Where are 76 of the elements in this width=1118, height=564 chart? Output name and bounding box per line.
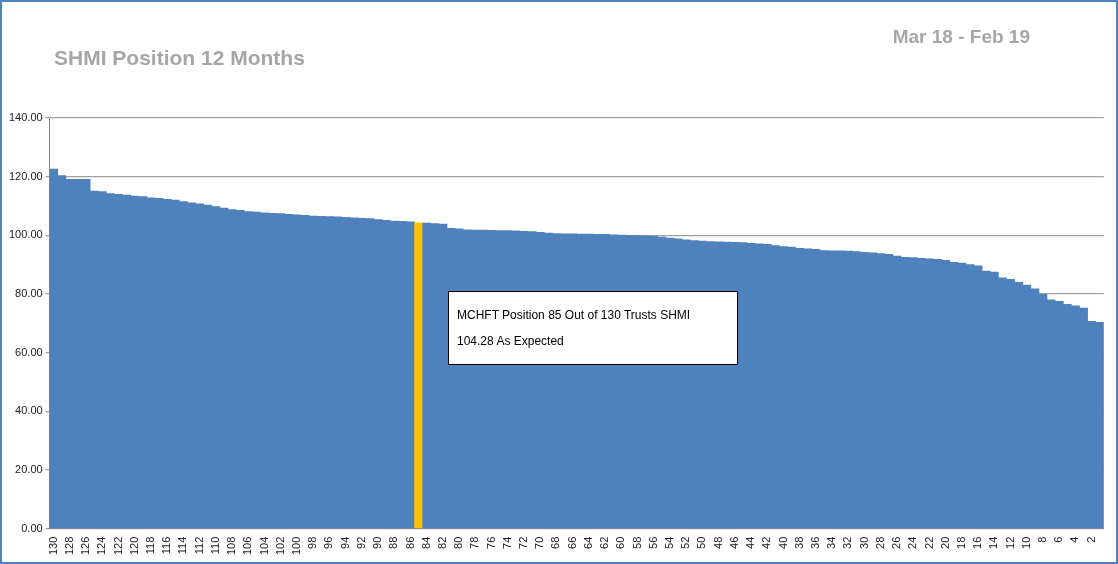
y-tick-label: 140.00: [8, 111, 43, 124]
x-tick-label: 16: [971, 536, 984, 549]
x-tick-label: 112: [192, 536, 205, 555]
x-tick-label: 120: [127, 536, 140, 556]
x-tick-label: 94: [338, 536, 351, 549]
x-tick-label: 102: [273, 536, 286, 556]
y-tick-label: 120.00: [8, 169, 43, 182]
x-tick-label: 38: [792, 536, 805, 549]
x-tick-label: 20: [938, 536, 951, 549]
x-tick-label: 40: [776, 536, 789, 549]
x-tick-label: 88: [387, 536, 400, 549]
x-tick-label: 98: [306, 536, 319, 549]
x-tick-label: 100: [290, 536, 302, 556]
x-tick-label: 6: [1052, 536, 1065, 543]
x-tick-label: 44: [744, 536, 757, 549]
x-tick-label: 56: [646, 536, 659, 549]
x-tick-label: 130: [46, 536, 59, 556]
x-tick-label: 8: [1036, 536, 1049, 543]
x-tick-label: 24: [906, 536, 919, 549]
x-tick-label: 76: [484, 536, 497, 549]
y-tick-label: 40.00: [15, 404, 43, 417]
x-tick-label: 50: [695, 536, 708, 549]
x-tick-label: 78: [468, 536, 481, 549]
x-tick-label: 54: [663, 536, 676, 549]
x-tick-label: 84: [419, 536, 432, 549]
x-tick-label: 110: [208, 536, 221, 555]
y-tick-label: 80.00: [15, 287, 43, 300]
x-tick-label: 104: [257, 536, 270, 556]
x-tick-label: 108: [225, 536, 238, 556]
x-tick-label: 60: [614, 536, 627, 549]
y-tick-label: 0.00: [21, 521, 43, 534]
x-tick-label: 18: [954, 536, 967, 549]
x-tick-label: 80: [452, 536, 465, 549]
x-tick-label: 92: [354, 536, 367, 549]
x-tick-label: 74: [500, 536, 513, 549]
x-tick-label: 126: [79, 536, 92, 556]
x-tick-label: 106: [241, 536, 254, 556]
x-tick-label: 64: [581, 536, 594, 549]
note-box: MCHFT Position 85 Out of 130 Trusts SHMI 104.28 As Expected: [448, 291, 738, 365]
x-tick-label: 70: [533, 536, 546, 549]
x-tick-label: 10: [1019, 536, 1032, 549]
x-tick-label: 124: [95, 536, 108, 556]
y-tick-label: 20.00: [15, 463, 43, 476]
x-tick-label: 52: [679, 536, 692, 549]
x-tick-label: 34: [825, 536, 838, 549]
x-tick-label: 128: [62, 536, 75, 556]
x-tick-label: 58: [630, 536, 643, 549]
x-tick-label: 14: [987, 536, 1000, 549]
x-tick-label: 26: [890, 536, 903, 549]
x-tick-label: 118: [144, 536, 157, 555]
x-tick-label: 122: [111, 536, 124, 556]
chart-title: SHMI Position 12 Months: [54, 46, 305, 70]
x-tick-label: 90: [371, 536, 384, 549]
x-tick-label: 114: [176, 536, 189, 555]
x-tick-label: 62: [598, 536, 611, 549]
x-tick-label: 32: [841, 536, 854, 549]
x-tick-label: 82: [435, 536, 448, 549]
y-tick-label: 100.00: [8, 228, 43, 241]
x-tick-label: 66: [565, 536, 578, 549]
x-tick-label: 4: [1068, 536, 1081, 543]
x-tick-label: 30: [857, 536, 870, 549]
x-tick-label: 96: [322, 536, 335, 549]
chart-subtitle: Mar 18 - Feb 19: [892, 26, 1030, 48]
x-tick-label: 72: [517, 536, 530, 549]
x-tick-label: 86: [403, 536, 416, 549]
x-tick-label: 68: [549, 536, 562, 549]
x-tick-label: 116: [160, 536, 173, 555]
x-tick-label: 46: [727, 536, 740, 549]
x-tick-label: 36: [808, 536, 821, 549]
x-tick-label: 42: [760, 536, 773, 549]
x-tick-label: 2: [1084, 536, 1097, 543]
x-tick-label: 12: [1003, 536, 1016, 549]
x-tick-label: 28: [873, 536, 886, 549]
y-tick-label: 60.00: [15, 345, 43, 358]
x-tick-label: 22: [922, 536, 935, 549]
x-tick-label: 48: [711, 536, 724, 549]
